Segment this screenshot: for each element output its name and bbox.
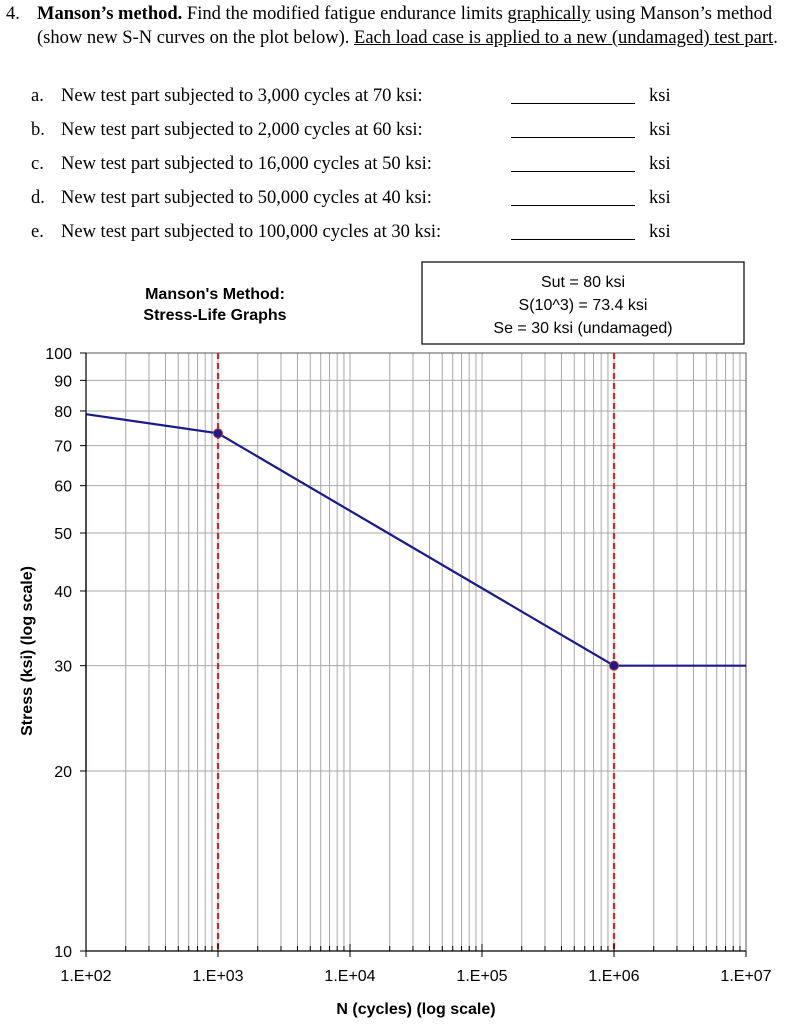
x-tick-label: 1.E+02	[60, 968, 111, 985]
x-tick-label: 1.E+06	[588, 968, 639, 985]
data-point	[609, 660, 619, 671]
case-letter: e.	[31, 222, 44, 242]
plot-area-border	[85, 352, 747, 952]
y-tick-label: 100	[45, 346, 72, 363]
case-text: New test part subjected to 100,000 cycle…	[61, 222, 442, 242]
problem-number: 4.	[6, 4, 20, 24]
answer-blank[interactable]	[511, 171, 635, 172]
problem-text-1: Find the modified fatigue endurance limi…	[182, 4, 508, 24]
y-tick-label: 90	[54, 373, 72, 390]
problem-body: Manson’s method. Find the modified fatig…	[37, 2, 806, 50]
data-point	[213, 428, 223, 439]
problem-text-3: .	[773, 28, 778, 48]
load-case: e. New test part subjected to 100,000 cy…	[6, 220, 806, 246]
problem-text-2: using Manson’s method (show new S-N curv…	[37, 4, 773, 48]
case-letter: a.	[31, 86, 44, 106]
problem-statement: 4. Manson’s method. Find the modified fa…	[6, 2, 806, 242]
case-unit: ksi	[649, 188, 671, 208]
case-letter: b.	[31, 120, 45, 140]
y-tick-label: 70	[54, 439, 72, 456]
y-tick-label: 30	[54, 659, 72, 676]
info-box-line-3: Se = 30 ksi (undamaged)	[493, 320, 672, 337]
grid	[86, 353, 746, 951]
case-letter: d.	[31, 188, 45, 208]
x-tick-label: 1.E+07	[720, 968, 771, 985]
load-case: b. New test part subjected to 2,000 cycl…	[6, 118, 806, 144]
case-text: New test part subjected to 2,000 cycles …	[61, 120, 423, 140]
x-tick-label: 1.E+04	[324, 968, 375, 985]
answer-blank[interactable]	[511, 103, 635, 104]
y-tick-label: 80	[54, 404, 72, 421]
x-tick-label: 1.E+03	[192, 968, 243, 985]
problem-text-underlined-2: Each load case is applied to a new (unda…	[354, 28, 774, 48]
x-axis-label: N (cycles) (log scale)	[336, 1001, 495, 1018]
problem-text-underlined-1: graphically	[507, 4, 591, 24]
info-box	[421, 261, 745, 345]
info-box-line-1: Sut = 80 ksi	[541, 274, 625, 291]
case-text: New test part subjected to 3,000 cycles …	[61, 86, 423, 106]
x-tick-label: 1.E+05	[456, 968, 507, 985]
case-letter: c.	[31, 154, 44, 174]
case-text: New test part subjected to 50,000 cycles…	[61, 188, 432, 208]
y-tick-label: 20	[54, 764, 72, 781]
y-tick-label: 60	[54, 479, 72, 496]
chart-title-line-1: Manson's Method:	[145, 286, 285, 303]
y-tick-label: 40	[54, 584, 72, 601]
info-box-line-2: S(10^3) = 73.4 ksi	[519, 297, 648, 314]
case-text: New test part subjected to 16,000 cycles…	[61, 154, 432, 174]
y-tick-label: 10	[54, 944, 72, 961]
case-unit: ksi	[649, 120, 671, 140]
load-case: a. New test part subjected to 3,000 cycl…	[6, 84, 806, 110]
series-line	[85, 413, 746, 667]
case-unit: ksi	[649, 154, 671, 174]
load-case: d. New test part subjected to 50,000 cyc…	[6, 186, 806, 212]
answer-blank[interactable]	[511, 137, 635, 138]
y-axis-label: Stress (ksi) (log scale)	[19, 566, 36, 736]
y-tick-label: 50	[54, 526, 72, 543]
answer-blank[interactable]	[511, 239, 635, 240]
reference-lines	[216, 353, 616, 951]
case-unit: ksi	[649, 86, 671, 106]
load-case: c. New test part subjected to 16,000 cyc…	[6, 152, 806, 178]
answer-blank[interactable]	[511, 205, 635, 206]
axis-ticks: 1.E+02 1.E+03 1.E+04 1.E+05 1.E+06 1.E+07 10 20…	[45, 346, 771, 985]
case-unit: ksi	[649, 222, 671, 242]
series	[85, 413, 746, 771]
chart-title-line-2: Stress-Life Graphs	[143, 307, 286, 324]
problem-title: Manson’s method.	[37, 4, 183, 24]
